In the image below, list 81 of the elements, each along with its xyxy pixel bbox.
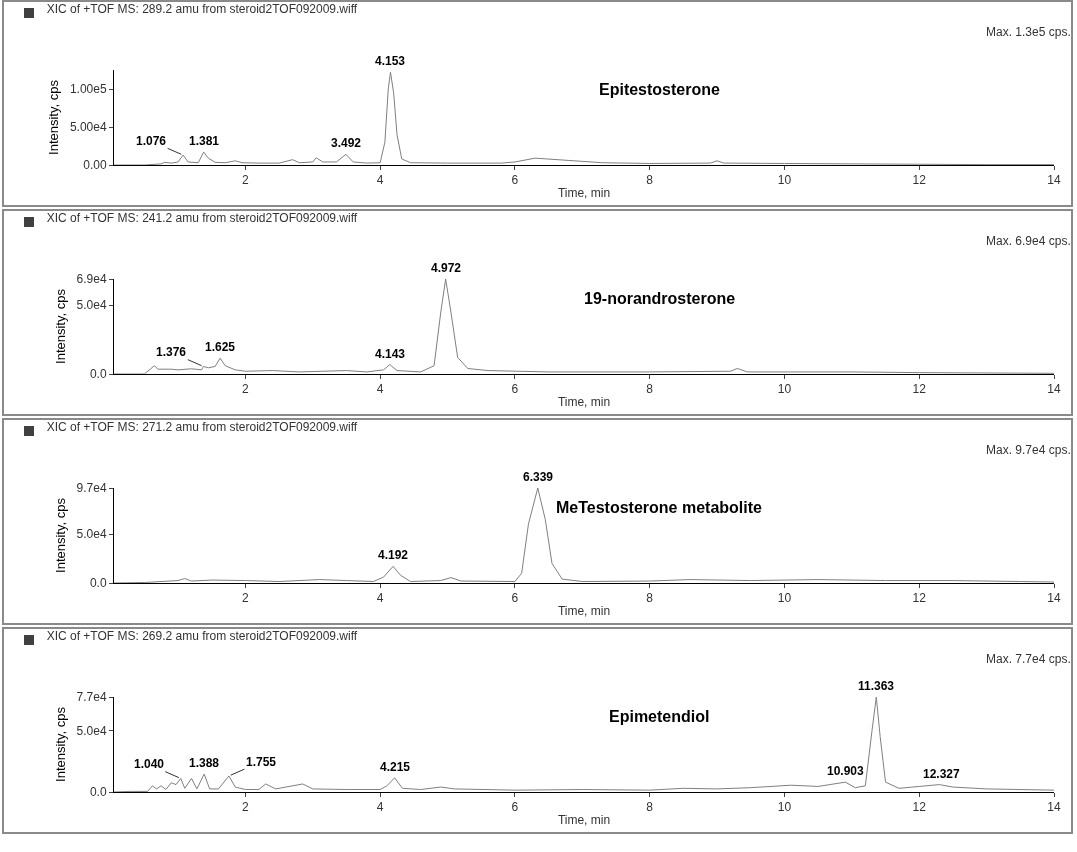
x-axis-title: Time, min bbox=[557, 813, 611, 828]
x-tick-label: 2 bbox=[242, 800, 250, 815]
y-tick-label: 0.0 bbox=[89, 576, 107, 591]
annotation: MeTestosterone metabolite bbox=[556, 499, 763, 516]
annotation: 1.076 bbox=[136, 134, 167, 148]
annotation: 4.192 bbox=[378, 548, 409, 562]
x-axis-title: Time, min bbox=[557, 186, 611, 201]
chart-title: XIC of +TOF MS: 269.2 amu from steroid2TOF092009.wiff bbox=[46, 629, 358, 644]
x-tick-label: 4 bbox=[376, 591, 384, 606]
x-tick-label: 14 bbox=[1047, 173, 1061, 188]
y-tick-label: 0.0 bbox=[89, 785, 107, 800]
y-tick-label: 6.9e4 bbox=[76, 272, 107, 287]
x-tick-label: 6 bbox=[511, 800, 519, 815]
y-axis-title: Intensity, cps bbox=[45, 79, 61, 155]
line-series bbox=[114, 697, 1054, 792]
annotation: 1.376 bbox=[156, 345, 187, 359]
x-tick-label: 10 bbox=[777, 382, 792, 397]
x-tick-label: 4 bbox=[376, 800, 384, 815]
annotation: Epitestosterone bbox=[599, 81, 721, 98]
annotation: 1.381 bbox=[189, 134, 220, 148]
x-tick-label: 10 bbox=[777, 591, 792, 606]
y-tick-label: 5.0e4 bbox=[76, 723, 107, 738]
x-tick-label: 2 bbox=[242, 591, 250, 606]
x-tick-label: 8 bbox=[646, 382, 654, 397]
y-tick-label: 5.0e4 bbox=[76, 527, 107, 542]
y-tick-label: 0.0 bbox=[89, 367, 107, 382]
x-tick-label: 6 bbox=[511, 382, 519, 397]
text: Max. 9.7e4 cps. bbox=[986, 443, 1071, 457]
line-series bbox=[114, 71, 1054, 165]
annotation: 4.215 bbox=[380, 760, 411, 774]
y-axis-title: Intensity, cps bbox=[52, 706, 68, 782]
x-tick-label: 8 bbox=[646, 591, 654, 606]
line-series bbox=[114, 488, 1054, 583]
chart-title: XIC of +TOF MS: 241.2 amu from steroid2TOF092009.wiff bbox=[46, 211, 358, 226]
annotation: Epimetendiol bbox=[609, 708, 710, 725]
x-axis-title: Time, min bbox=[557, 604, 611, 619]
text: Max. 1.3e5 cps. bbox=[986, 25, 1071, 39]
annotation: 12.327 bbox=[923, 767, 961, 781]
x-tick-label: 6 bbox=[511, 173, 519, 188]
annotation: 3.492 bbox=[331, 136, 362, 150]
x-tick-label: 14 bbox=[1047, 800, 1061, 815]
x-tick-label: 12 bbox=[912, 800, 927, 815]
y-tick-label: 5.0e4 bbox=[76, 298, 107, 313]
y-tick-label: 7.7e4 bbox=[76, 690, 107, 705]
x-tick-label: 2 bbox=[242, 382, 250, 397]
annotation: 11.363 bbox=[858, 679, 895, 693]
x-tick-label: 14 bbox=[1047, 382, 1061, 397]
annotation: 4.972 bbox=[431, 261, 462, 275]
x-tick-label: 6 bbox=[511, 591, 519, 606]
x-tick-label: 12 bbox=[912, 173, 927, 188]
x-tick-label: 2 bbox=[242, 173, 250, 188]
text: Max. 6.9e4 cps. bbox=[986, 234, 1071, 248]
x-axis-title: Time, min bbox=[557, 395, 611, 410]
x-tick-label: 14 bbox=[1047, 591, 1061, 606]
y-tick-label: 1.00e5 bbox=[69, 82, 107, 97]
x-tick-label: 10 bbox=[777, 173, 792, 188]
annotation: 1.388 bbox=[189, 756, 220, 770]
y-axis-title: Intensity, cps bbox=[52, 288, 68, 364]
annotation: 19-norandrosterone bbox=[584, 290, 736, 307]
annotation: 10.903 bbox=[827, 764, 865, 778]
y-tick-label: 0.00 bbox=[83, 158, 107, 173]
annotation: 1.755 bbox=[246, 755, 277, 769]
x-tick-label: 4 bbox=[376, 173, 384, 188]
line-series bbox=[114, 279, 1054, 374]
y-axis-title: Intensity, cps bbox=[52, 497, 68, 573]
text: Max. 7.7e4 cps. bbox=[986, 652, 1071, 666]
y-tick-label: 5.00e4 bbox=[69, 120, 107, 135]
x-tick-label: 8 bbox=[646, 173, 654, 188]
x-tick-label: 12 bbox=[912, 591, 927, 606]
chart-title: XIC of +TOF MS: 271.2 amu from steroid2TOF092009.wiff bbox=[46, 420, 358, 435]
annotation: 4.143 bbox=[375, 347, 406, 361]
annotation: 6.339 bbox=[523, 470, 554, 484]
x-tick-label: 12 bbox=[912, 382, 927, 397]
y-tick-label: 9.7e4 bbox=[76, 481, 107, 496]
annotation: 1.625 bbox=[205, 340, 236, 354]
x-tick-label: 8 bbox=[646, 800, 654, 815]
x-tick-label: 10 bbox=[777, 800, 792, 815]
chart-title: XIC of +TOF MS: 289.2 amu from steroid2TOF092009.wiff bbox=[46, 2, 358, 17]
x-tick-label: 4 bbox=[376, 382, 384, 397]
annotation: 1.040 bbox=[134, 757, 165, 771]
annotation: 4.153 bbox=[375, 54, 406, 68]
